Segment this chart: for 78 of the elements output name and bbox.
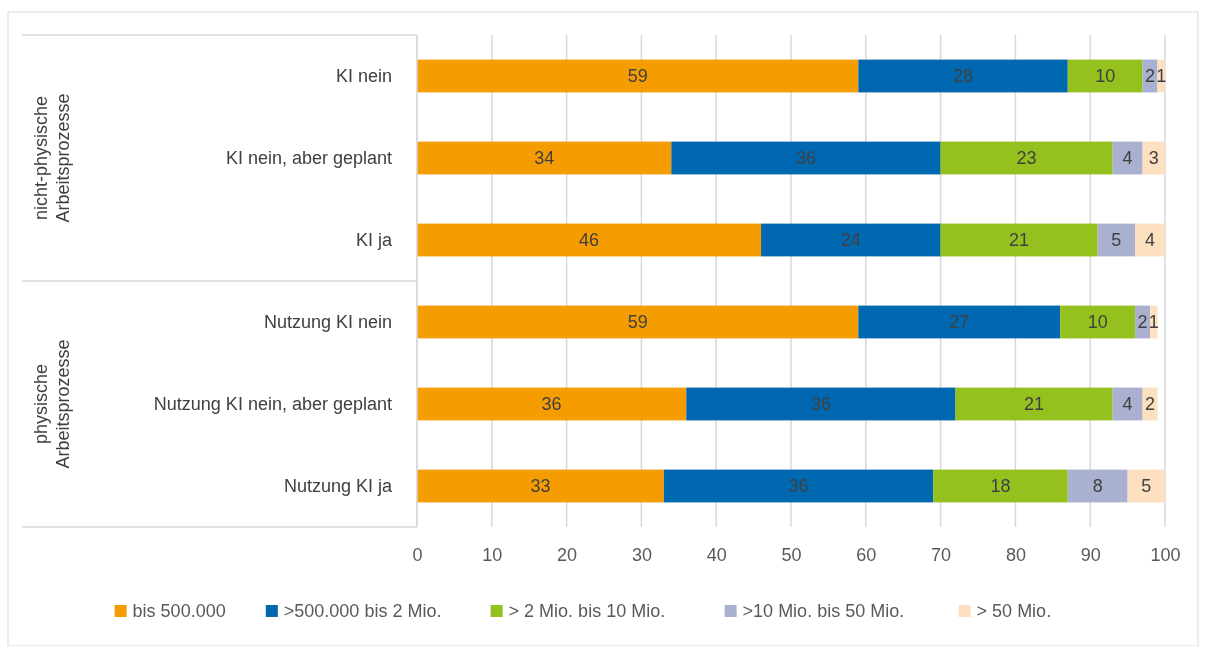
data-label: 28 [953,66,974,87]
data-label: 36 [795,148,816,169]
legend-label: >10 Mio. bis 50 Mio. [742,601,905,622]
data-label: 59 [627,66,648,87]
data-label: 36 [541,394,562,415]
legend-label: > 50 Mio. [976,601,1052,622]
data-label: 4 [1145,230,1156,251]
x-tick-label: 80 [1005,544,1026,565]
legend-label: > 2 Mio. bis 10 Mio. [508,601,666,622]
bar [933,469,1068,503]
data-label: 8 [1092,476,1103,497]
legend-label: >500.000 bis 2 Mio. [283,601,442,622]
data-label: 24 [840,230,861,251]
data-label: 5 [1111,230,1122,251]
bar [761,223,941,257]
bar [1127,469,1165,503]
x-tick-label: 10 [482,544,503,565]
data-label: 18 [990,476,1011,497]
data-label: 23 [1016,148,1037,169]
bar [417,223,762,257]
bar [1135,223,1165,257]
y-tick-label: KI nein, aber geplant [225,147,392,168]
data-label: 5 [1141,476,1152,497]
x-tick-label: 90 [1080,544,1101,565]
text: nicht-physische Arbeitsprozesse [31,93,73,223]
data-label: 3 [1148,148,1159,169]
y-tick-label: Nutzung KI nein, aber geplant [153,393,392,414]
bar [1097,223,1136,257]
bar [417,469,664,503]
bar [858,305,1061,339]
data-label: 10 [1095,66,1116,87]
data-label: 1 [1148,312,1159,333]
x-tick-label: 50 [781,544,802,565]
data-label: 33 [530,476,551,497]
x-tick-label: 20 [557,544,578,565]
bar [671,141,941,175]
bar [686,387,956,421]
bar [417,141,672,175]
data-label: 4 [1122,394,1133,415]
bar [417,59,859,93]
x-tick-label: 40 [706,544,727,565]
data-label: 36 [810,394,831,415]
x-tick-label: 100 [1150,544,1181,565]
data-label: 21 [1009,230,1030,251]
legend-label: bis 500.000 [132,601,226,622]
bar [417,387,687,421]
bar [858,59,1068,93]
y-tick-label: KI nein [335,65,392,86]
data-label: 59 [627,312,648,333]
bar [1112,387,1143,421]
data-label: 2 [1145,66,1156,87]
x-tick-label: 0 [412,544,423,565]
bar [940,223,1098,257]
bar [1067,59,1143,93]
data-label: 34 [534,148,555,169]
data-label: 36 [788,476,809,497]
y-tick-label: KI ja [355,229,393,250]
text: physische Arbeitsprozesse [31,339,73,469]
bar [417,305,859,339]
x-tick-label: 30 [631,544,652,565]
bar [1060,305,1136,339]
data-label: 1 [1156,66,1167,87]
bar [955,387,1113,421]
data-label: 46 [579,230,600,251]
data-label: 4 [1122,148,1133,169]
data-label: 2 [1137,312,1148,333]
y-tick-label: Nutzung KI nein [263,311,392,332]
data-label: 10 [1087,312,1108,333]
x-tick-label: 70 [931,544,952,565]
data-label: 2 [1145,394,1156,415]
bar [1067,469,1128,503]
data-label: 27 [949,312,970,333]
y-tick-label: Nutzung KI ja [283,475,393,496]
bar [663,469,934,503]
data-label: 21 [1024,394,1045,415]
x-tick-label: 60 [856,544,877,565]
bar [940,141,1113,175]
bar [1112,141,1143,175]
